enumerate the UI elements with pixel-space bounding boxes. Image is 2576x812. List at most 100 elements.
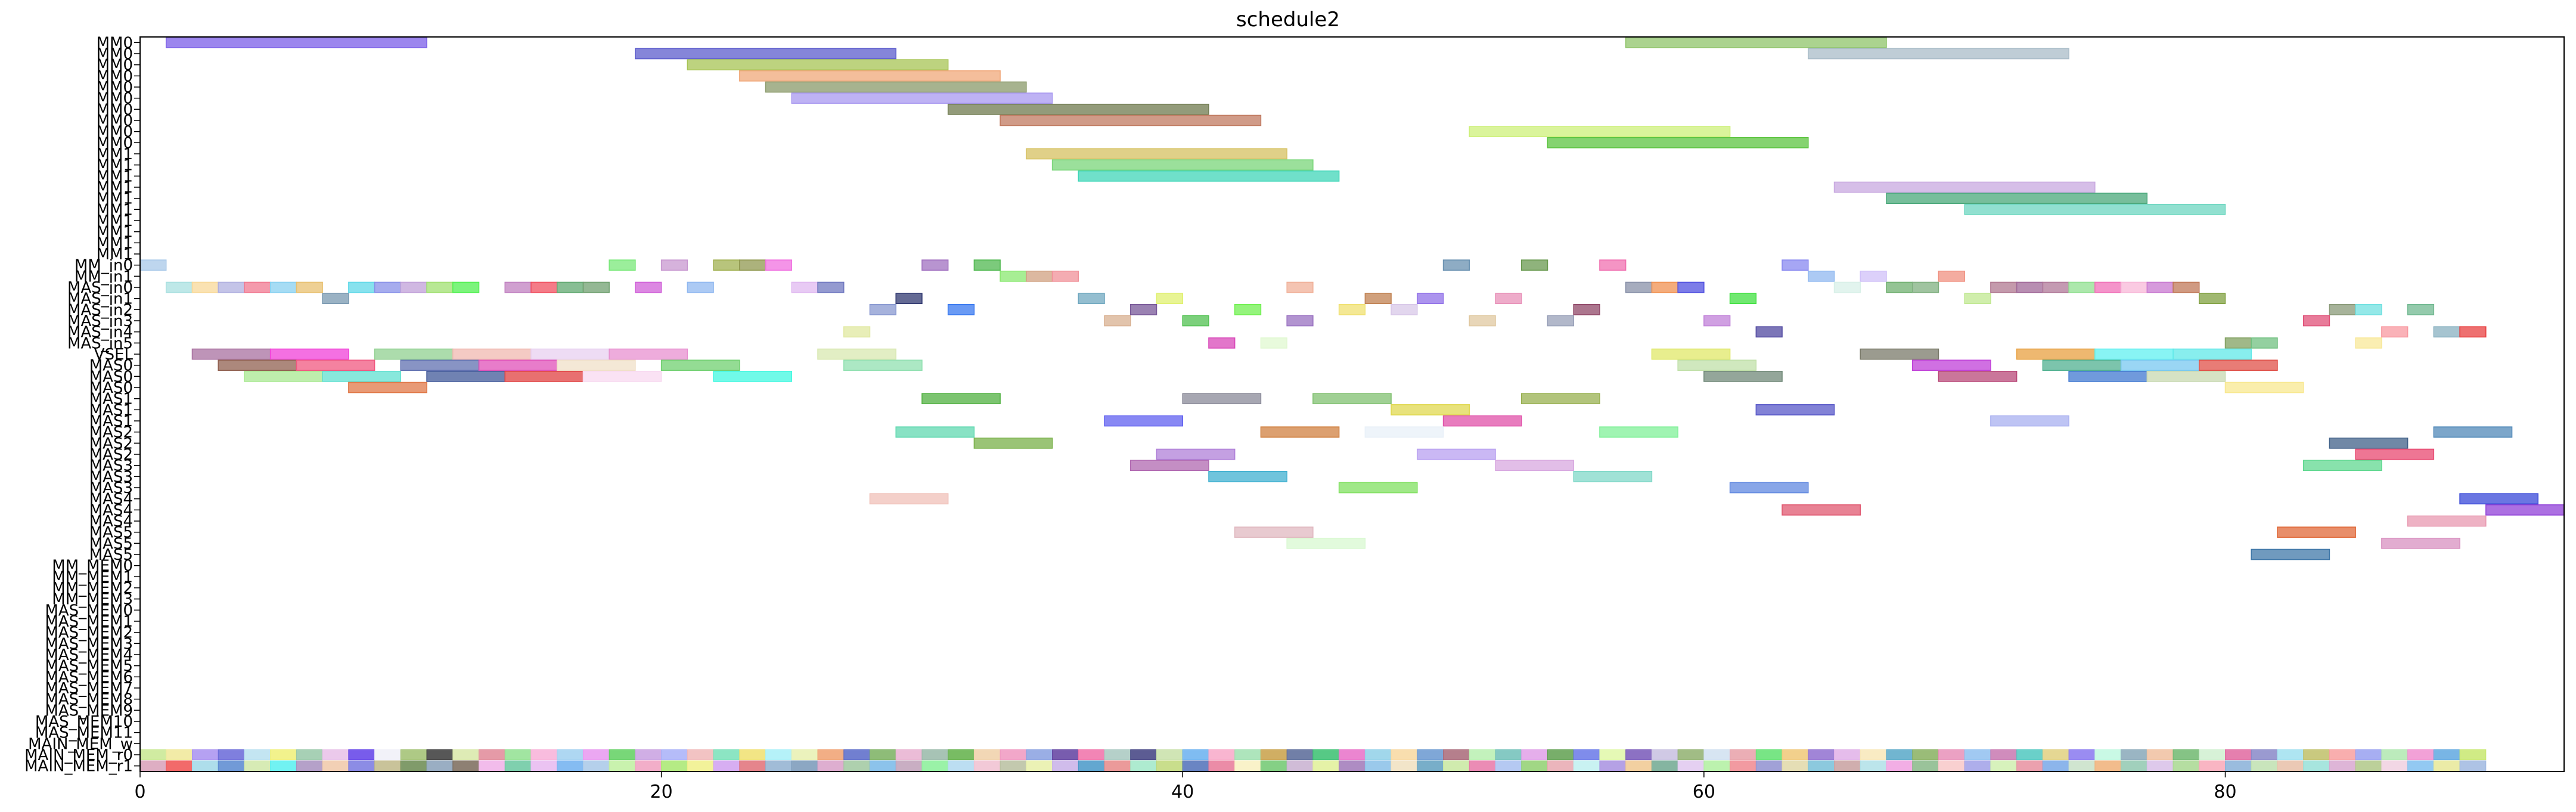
- schedule-bar: [1755, 326, 1783, 338]
- memory-slot-bar: [139, 760, 167, 771]
- memory-slot-bar: [948, 760, 974, 771]
- memory-slot-bar: [426, 760, 454, 771]
- y-tick-label: MM1: [97, 157, 133, 175]
- schedule-bar: [2068, 370, 2148, 382]
- x-tick-label: 40: [1171, 782, 1194, 802]
- memory-slot-bar: [2251, 749, 2278, 761]
- schedule-bar: [1260, 337, 1287, 349]
- memory-slot-bar: [2172, 760, 2200, 771]
- memory-slot-bar: [1182, 749, 1209, 761]
- memory-slot-bar: [348, 749, 375, 761]
- schedule-bar: [1938, 270, 1965, 282]
- y-tick-label: MM0: [97, 90, 133, 108]
- schedule-bar: [1782, 504, 1861, 516]
- memory-slot-bar: [557, 749, 584, 761]
- memory-slot-bar: [1782, 760, 1809, 771]
- y-tick-label: MAS_in1: [67, 290, 133, 308]
- schedule-bar: [1104, 415, 1183, 427]
- memory-slot-bar: [1000, 760, 1027, 771]
- schedule-bar: [582, 370, 662, 382]
- y-tick-labels: MM0MM0MM0MM0MM0MM0MM0MM0MM0MM0MM1MM1MM1M…: [24, 34, 140, 776]
- schedule-bar: [1833, 181, 2096, 193]
- memory-slot-bar: [817, 749, 845, 761]
- y-tick-label: MAS_MEM0: [45, 602, 133, 619]
- memory-slot-bar: [2459, 749, 2487, 761]
- memory-slot-bar: [1260, 749, 1287, 761]
- schedule-bar: [556, 359, 636, 371]
- schedule-bar: [921, 393, 1001, 405]
- memory-slot-bar: [1860, 749, 1887, 761]
- memory-slot-bar: [2094, 749, 2122, 761]
- x-tick-label: 80: [2214, 782, 2236, 802]
- schedule-bar: [400, 281, 427, 293]
- memory-slot-bar: [1573, 749, 1600, 761]
- y-tick-label: MAIN_MEM_w: [28, 735, 133, 753]
- schedule-bar: [1755, 404, 1835, 416]
- memory-slot-bar: [1130, 760, 1157, 771]
- schedule-bar: [2042, 281, 2069, 293]
- schedule-bar: [1000, 114, 1262, 126]
- memory-slot-bar: [1834, 749, 1861, 761]
- memory-slot-bar: [1886, 760, 1913, 771]
- memory-slot-bar: [2329, 760, 2356, 771]
- schedule-bar: [2329, 437, 2409, 449]
- memory-slot-bar: [2146, 760, 2174, 771]
- y-tick-label: MAS_MEM10: [35, 713, 133, 731]
- schedule-bar: [452, 348, 532, 360]
- schedule-bar: [1964, 203, 2226, 215]
- schedule-bar: [1860, 270, 1887, 282]
- schedule-bar: [1051, 270, 1079, 282]
- memory-slot-bar: [1912, 760, 1939, 771]
- memory-slot-bar: [1339, 760, 1365, 771]
- y-tick-label: MAS_MEM9: [45, 702, 133, 720]
- memory-slot-bar: [1026, 749, 1053, 761]
- memory-slot-bar: [1443, 760, 1470, 771]
- y-tick-label: MM1: [97, 224, 133, 241]
- memory-slot-bar: [895, 749, 923, 761]
- schedule-bar: [1312, 393, 1392, 405]
- schedule-bar: [1182, 393, 1262, 405]
- schedule-bar: [374, 281, 402, 293]
- schedule-bar: [2302, 460, 2382, 472]
- memory-slot-bar: [1834, 760, 1861, 771]
- memory-slot-bar: [244, 749, 271, 761]
- schedule-bar: [1729, 482, 1809, 494]
- x-tick-label: 20: [650, 782, 673, 802]
- y-tick-label: MM_in0: [75, 257, 133, 275]
- schedule-bar: [2485, 504, 2565, 516]
- y-tick-label: MAIN_MEM_r1: [24, 758, 133, 776]
- schedule-bar: [660, 259, 688, 271]
- schedule-bar: [921, 259, 949, 271]
- schedule-bar: [791, 92, 1053, 104]
- schedule-bar: [791, 281, 818, 293]
- memory-slot-bar: [166, 760, 193, 771]
- schedule-bar: [687, 59, 949, 71]
- schedule-bar: [765, 81, 1027, 93]
- memory-slot-bar: [296, 749, 323, 761]
- schedule-bar: [2172, 348, 2252, 360]
- memory-slot-bar: [218, 760, 245, 771]
- schedule-bar: [1886, 281, 1913, 293]
- schedule-bar: [1286, 537, 1366, 549]
- memory-slot-bar: [1026, 760, 1053, 771]
- memory-slot-bar: [2042, 749, 2069, 761]
- schedule-bar: [2381, 326, 2409, 338]
- plot-frame: [139, 36, 2565, 772]
- memory-slot-bar: [270, 760, 297, 771]
- memory-slot-bar: [1078, 760, 1105, 771]
- memory-slot-bar: [1860, 760, 1887, 771]
- memory-slot-bar: [400, 760, 427, 771]
- y-tick-label: MAS_MEM4: [45, 646, 133, 664]
- y-tick-label: VSEL: [94, 346, 134, 364]
- schedule-bar: [426, 370, 505, 382]
- schedule-bar: [1442, 415, 1522, 427]
- schedule-bar: [374, 348, 454, 360]
- y-tick-label: MM1: [97, 212, 133, 230]
- schedule-bar: [2459, 493, 2539, 505]
- memory-slot-bar: [557, 760, 584, 771]
- schedule-bar: [2302, 315, 2330, 327]
- memory-slot-bar: [817, 760, 845, 771]
- memory-slot-bar: [2381, 760, 2409, 771]
- y-tick-label: MAS_in5: [67, 334, 133, 352]
